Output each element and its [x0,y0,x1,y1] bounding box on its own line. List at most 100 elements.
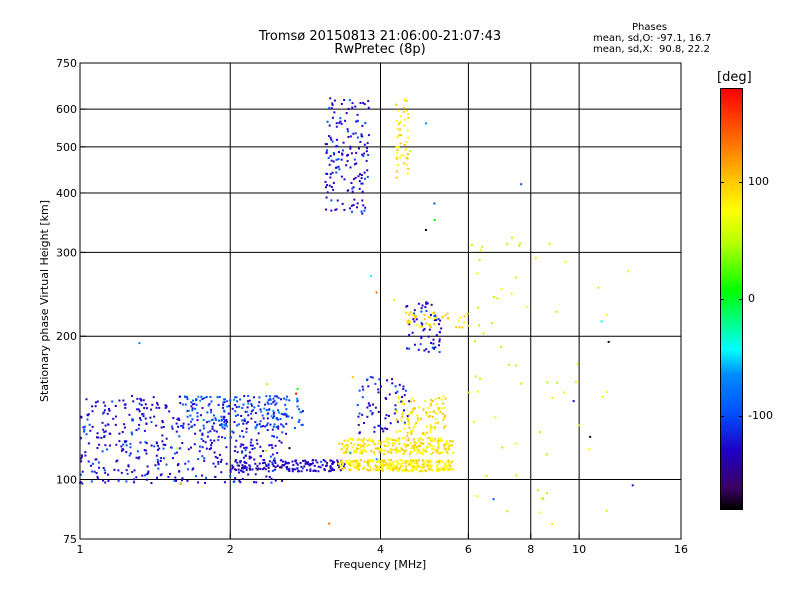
data-point [425,411,428,414]
data-point [198,450,201,453]
data-point [354,132,357,135]
data-point [400,419,403,422]
data-point [413,465,416,468]
data-point [381,459,384,462]
data-point [402,110,405,113]
data-point [261,414,264,417]
data-point [104,404,107,407]
data-point [109,444,112,447]
data-point [411,331,414,334]
data-point [406,109,409,112]
data-point [239,398,242,401]
data-point [403,118,406,121]
data-point [329,465,332,468]
data-point [354,105,357,108]
data-point [337,165,340,168]
y-tick-label: 500 [56,141,77,154]
data-point [433,319,436,322]
data-point [421,323,424,326]
data-point [440,398,443,401]
data-point [388,442,391,445]
data-point [214,475,217,478]
data-point [142,412,145,415]
data-point [248,399,251,402]
data-point [389,448,392,451]
data-point [256,464,259,467]
data-point [83,425,86,428]
data-point [103,409,106,412]
data-point [89,429,92,432]
data-point [79,437,82,440]
data-point [87,460,90,463]
data-point [339,120,342,123]
data-point [243,467,246,470]
data-point [336,461,339,464]
data-point [247,394,250,397]
data-point [541,497,544,500]
data-point [136,450,139,453]
data-point [394,404,397,407]
data-point [156,444,159,447]
data-point [439,438,442,441]
data-point [82,426,85,429]
data-point [193,423,196,426]
data-point [426,442,429,445]
data-point [472,420,475,423]
data-point [371,376,374,379]
data-point [260,455,263,458]
data-point [378,425,381,428]
data-point [258,396,261,399]
data-point [437,439,440,442]
data-point [154,464,157,467]
data-point [214,418,217,421]
data-point [249,444,252,447]
data-point [300,465,303,468]
data-point [91,470,94,473]
data-point [140,399,143,402]
data-point [428,415,431,418]
data-point [102,401,105,404]
data-point [290,416,293,419]
data-point [344,466,347,469]
data-point [422,431,425,434]
data-point [112,417,115,420]
data-point [394,408,397,411]
data-point [349,468,352,471]
data-point [100,436,103,439]
data-point [247,414,250,417]
data-point [347,445,350,448]
data-point [397,462,400,465]
data-point [210,408,213,411]
data-point [357,415,360,418]
data-point [84,454,87,457]
data-point [312,459,315,462]
data-point [216,457,219,460]
data-point [339,117,342,120]
data-point [194,399,197,402]
data-point [364,206,367,209]
data-point [245,427,248,430]
data-point [361,467,364,470]
data-point [390,463,393,466]
data-point [266,422,269,425]
data-point [417,302,420,305]
data-point [376,447,379,450]
data-point [451,451,454,454]
data-point [205,395,208,398]
data-point [106,412,109,415]
data-point [422,442,425,445]
data-point [201,407,204,410]
data-point [384,427,387,430]
data-point [140,403,143,406]
data-point [136,408,139,411]
data-point [335,208,338,211]
data-point [102,479,105,482]
data-point [214,417,217,420]
data-point [94,458,97,461]
data-point [137,457,140,460]
data-point [380,449,383,452]
data-point [218,453,221,456]
data-point [270,402,273,405]
data-point [216,396,219,399]
data-point [422,449,425,452]
